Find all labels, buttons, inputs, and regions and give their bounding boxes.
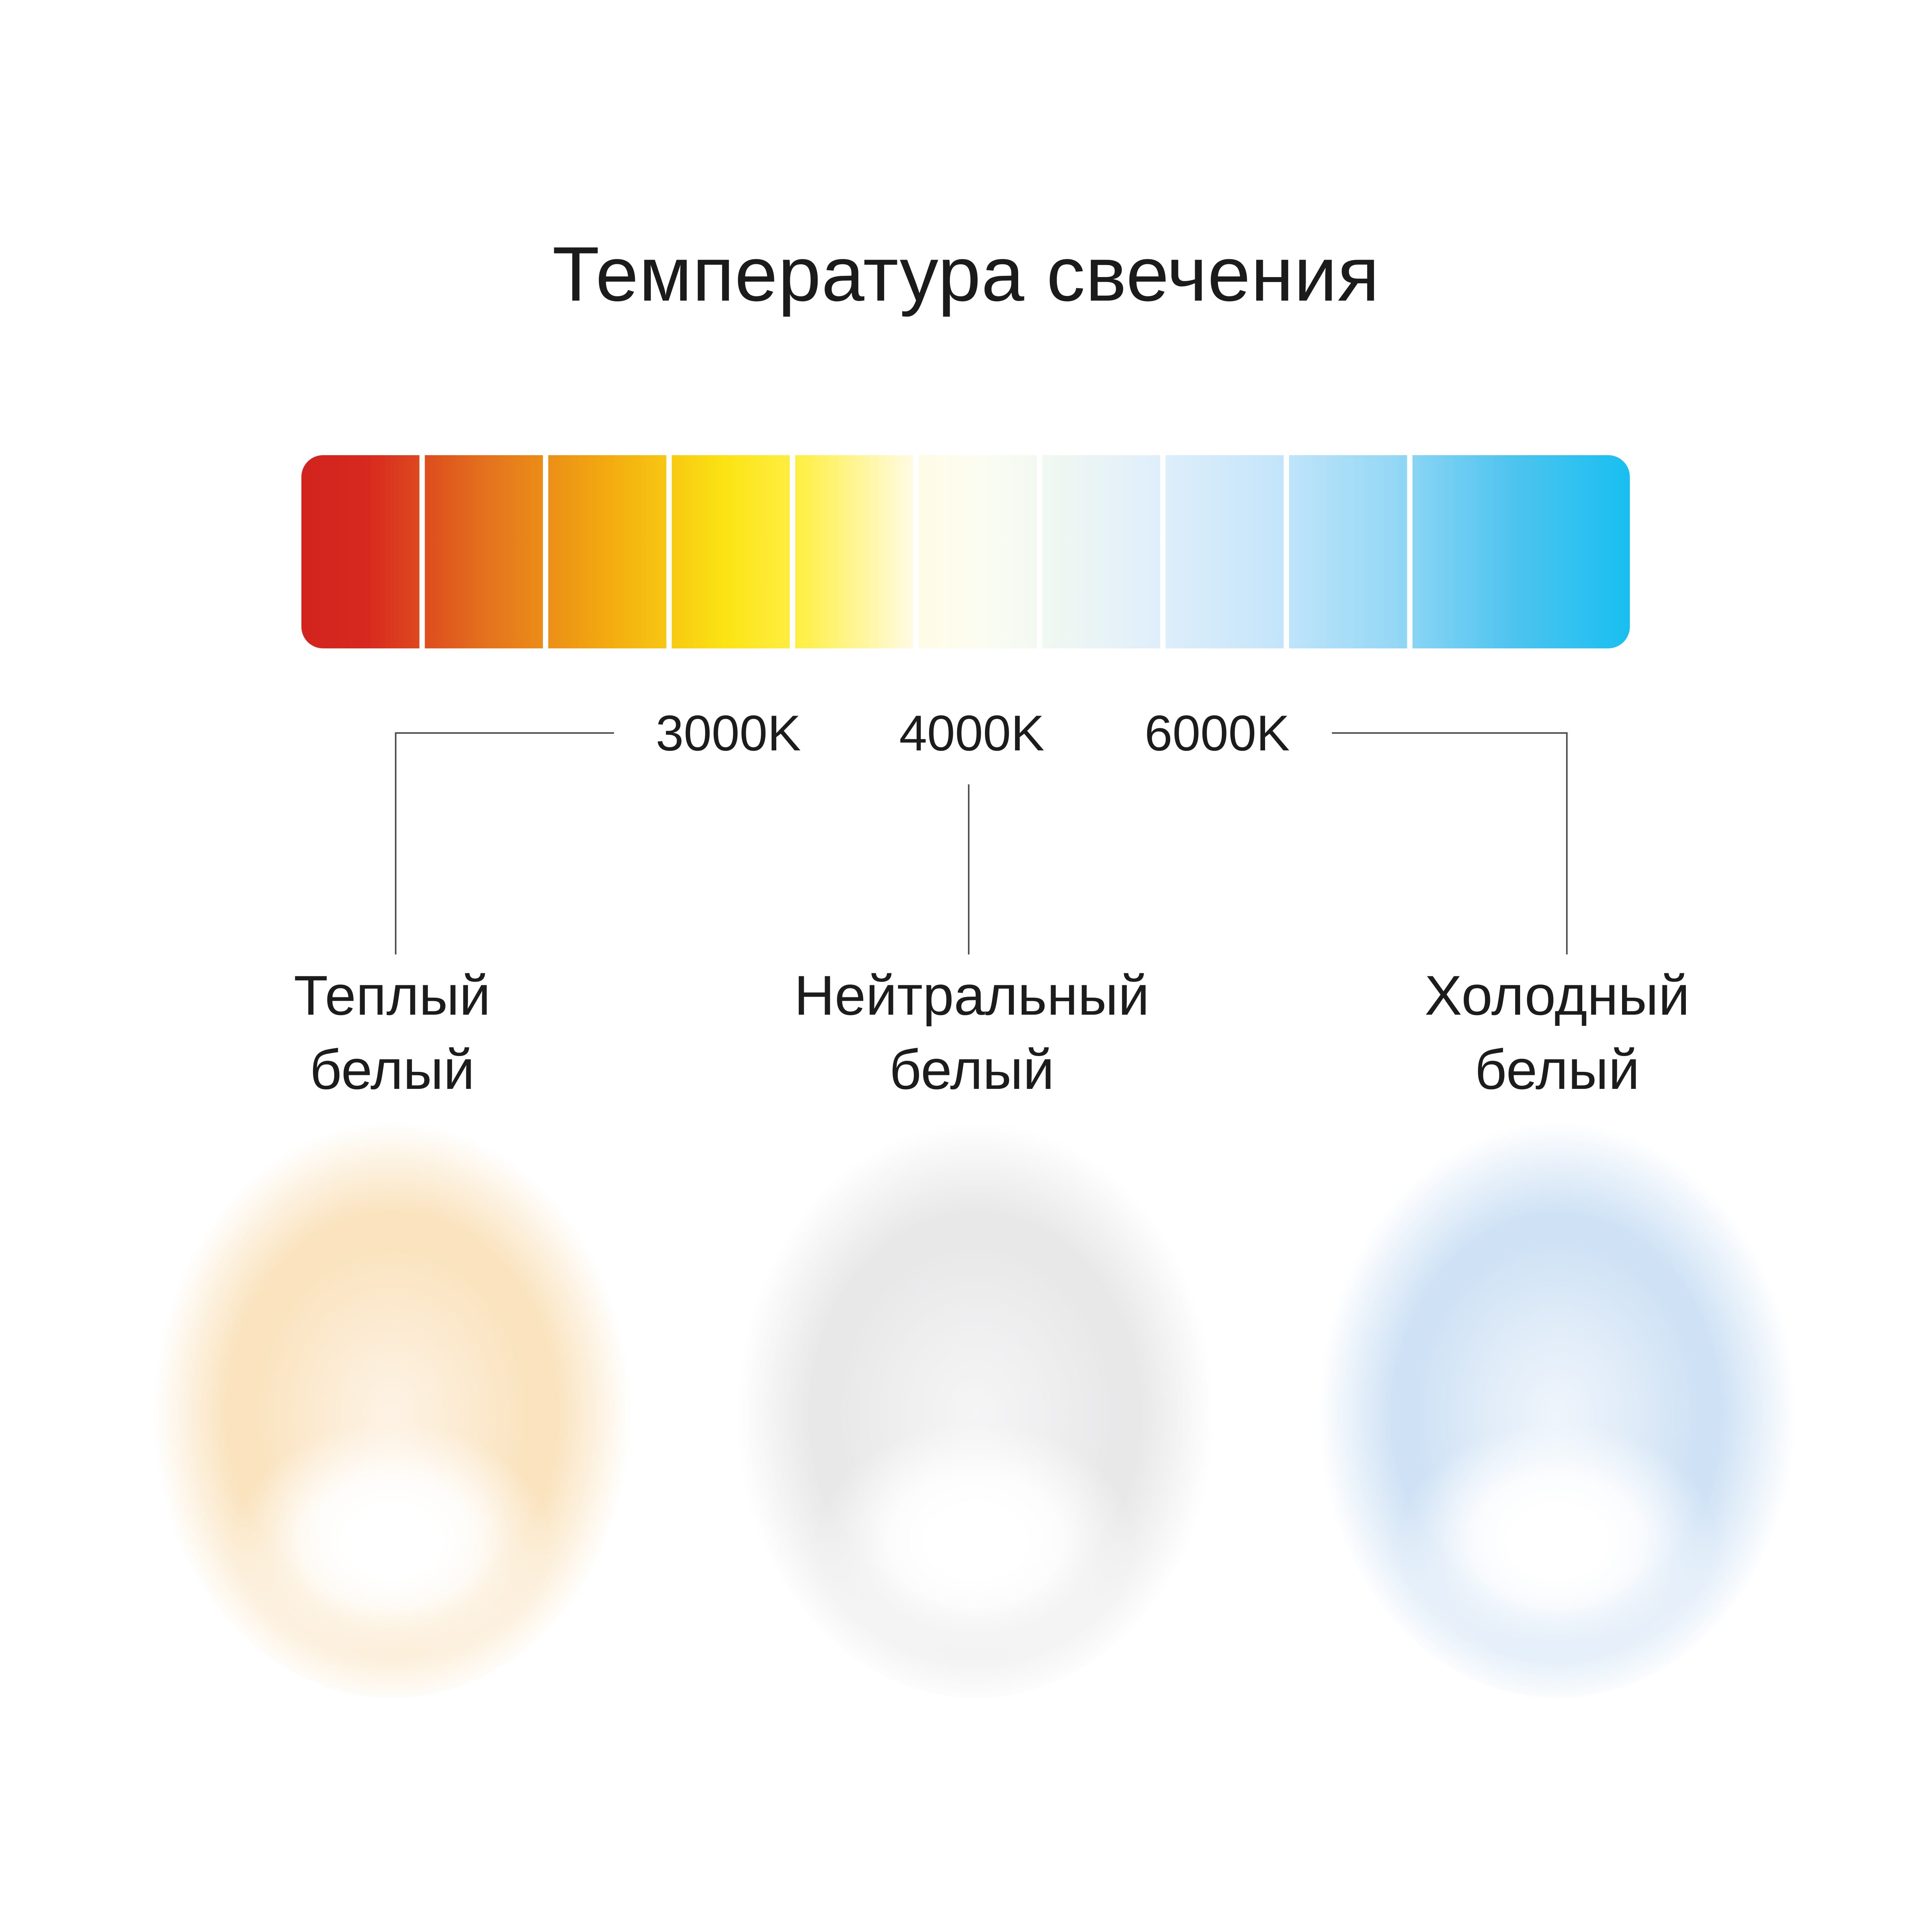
tick-label-6000k: 6000K [1145, 705, 1290, 761]
category-label-warm-line2: белый [310, 1038, 475, 1101]
category-label-warm-white: Теплый белый [160, 958, 624, 1107]
category-label-cool-line2: белый [1475, 1038, 1640, 1101]
page-title: Температура свечения [552, 231, 1380, 317]
connector-warm-vertical [395, 732, 396, 954]
category-label-neutral-line1: Нейтральный [794, 964, 1150, 1027]
lamp-hotspot-neutral [817, 1422, 1134, 1662]
category-label-warm-line1: Теплый [294, 964, 491, 1027]
color-temperature-gradient-bar [301, 455, 1630, 648]
category-label-cool-white: Холодный белый [1325, 958, 1789, 1107]
connector-cool-vertical [1566, 732, 1568, 954]
connector-cool-horizontal [1332, 732, 1568, 734]
tick-label-3000k: 3000K [656, 705, 801, 761]
connector-neutral-vertical [968, 784, 969, 954]
lamp-hotspot-warm [234, 1422, 551, 1662]
category-label-neutral-line2: белый [889, 1038, 1054, 1101]
category-label-neutral-white: Нейтральный белый [740, 958, 1204, 1107]
category-label-cool-line1: Холодный [1424, 964, 1690, 1027]
lamp-hotspot-cool [1399, 1422, 1716, 1662]
connector-warm-horizontal [395, 732, 614, 734]
tick-label-4000k: 4000K [899, 705, 1044, 761]
